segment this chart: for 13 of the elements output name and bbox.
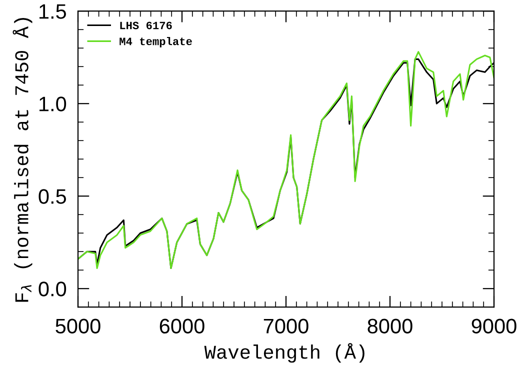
x-tick-label: 8000 bbox=[368, 318, 412, 334]
x-axis-title: Wavelength (Å) bbox=[204, 343, 364, 363]
x-tick-label: 7000 bbox=[264, 318, 308, 334]
y-tick-label: 0.0 bbox=[38, 282, 66, 296]
y-tick-label: 1.0 bbox=[40, 96, 66, 112]
x-tick-label: 9000 bbox=[472, 318, 516, 334]
text: F$_{λ}$ (normalised at 7450 Å) bbox=[12, 18, 32, 302]
legend-label: M4 template bbox=[120, 37, 192, 48]
x-tick-label: 5000 bbox=[56, 318, 100, 334]
y-tick-label: 0.5 bbox=[38, 189, 66, 204]
y-tick-label: 1.5 bbox=[40, 4, 66, 19]
x-tick-label: 6000 bbox=[160, 318, 204, 334]
legend-label: LHS 6176 bbox=[120, 22, 172, 30]
